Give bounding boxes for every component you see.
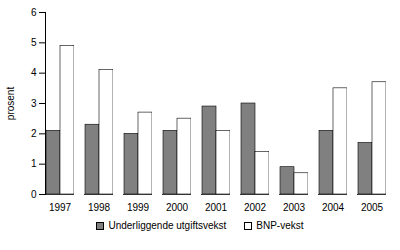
svg-text:2001: 2001	[205, 202, 228, 213]
svg-text:2: 2	[31, 128, 37, 139]
svg-text:1999: 1999	[127, 202, 150, 213]
svg-text:5: 5	[31, 37, 37, 48]
svg-text:1: 1	[31, 158, 37, 169]
svg-text:1998: 1998	[88, 202, 111, 213]
svg-text:1997: 1997	[49, 202, 72, 213]
svg-text:prosent: prosent	[5, 87, 16, 121]
svg-text:6: 6	[31, 7, 37, 18]
svg-text:2002: 2002	[244, 202, 267, 213]
svg-text:2004: 2004	[322, 202, 345, 213]
svg-text:4: 4	[31, 67, 37, 78]
svg-text:0: 0	[31, 189, 37, 200]
svg-text:2005: 2005	[361, 202, 384, 213]
html-text:Underliggende utgiftsvekst: Underliggende utgiftsvekst	[108, 220, 227, 231]
svg-text:2000: 2000	[166, 202, 189, 213]
svg-text:3: 3	[31, 98, 37, 109]
svg-text:2003: 2003	[283, 202, 306, 213]
html-text:BNP-vekst: BNP-vekst	[256, 220, 304, 231]
